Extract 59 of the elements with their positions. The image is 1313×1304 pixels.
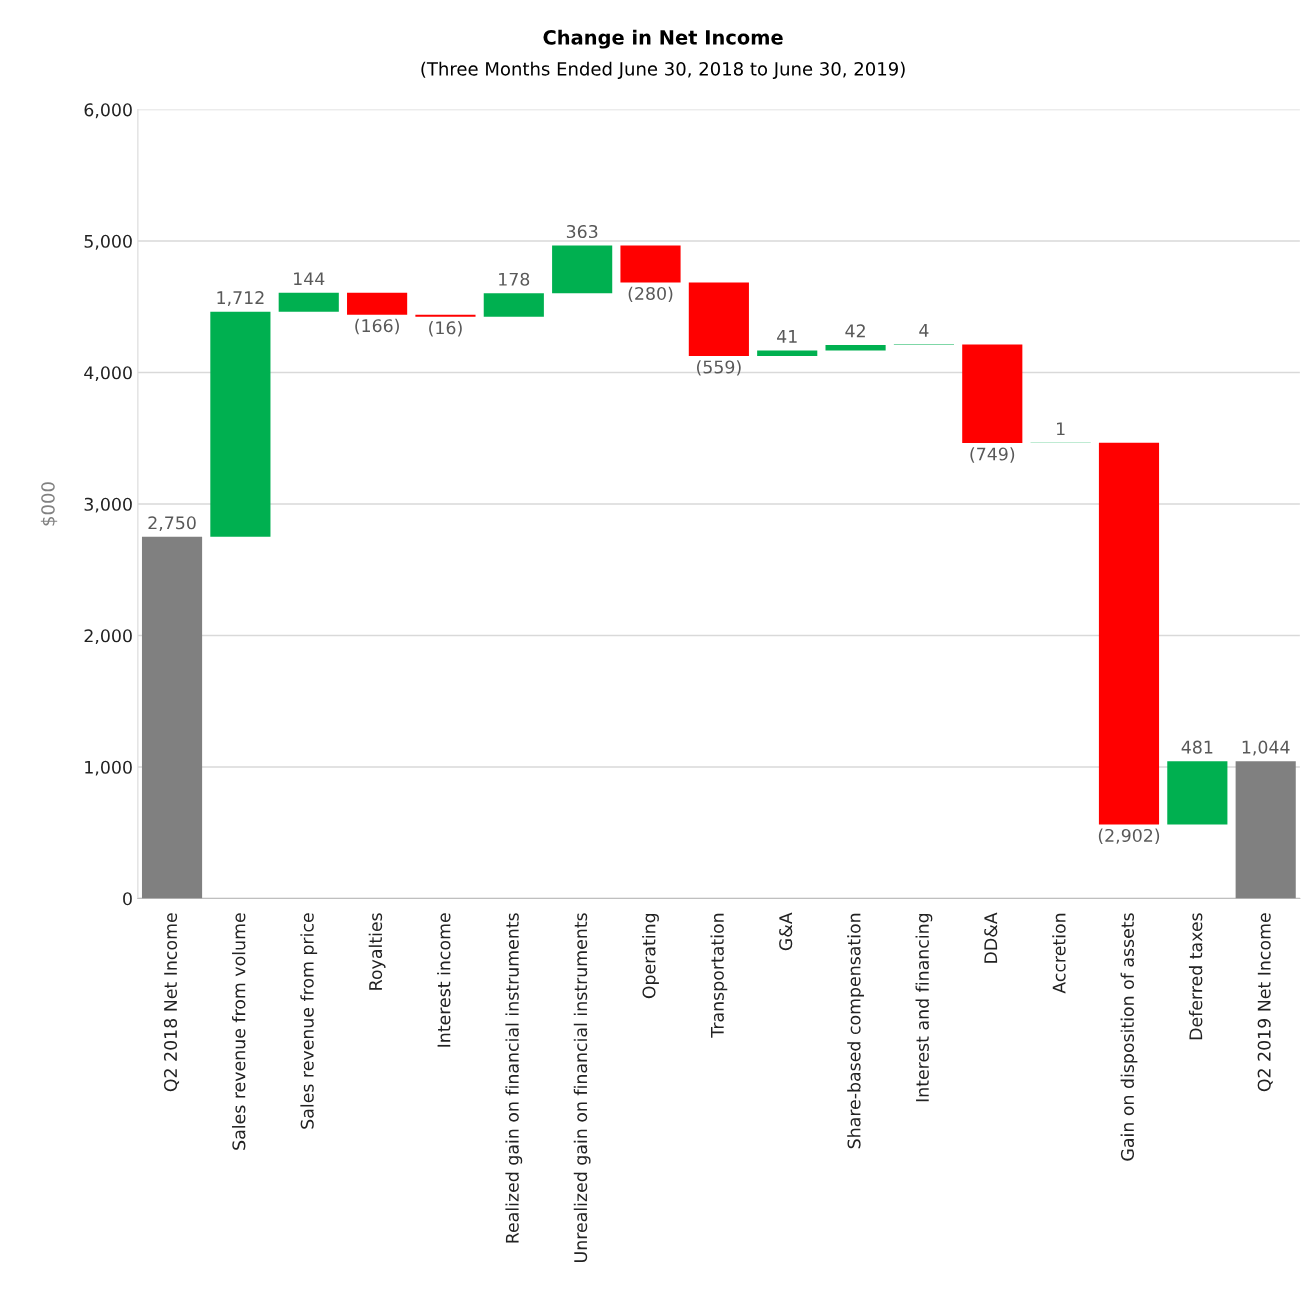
x-tick-label: G&A [779, 912, 793, 951]
data-label: 4 [919, 324, 929, 337]
y-tick-label: 3,000 [84, 497, 132, 513]
bar [347, 292, 408, 315]
bar [1167, 761, 1228, 825]
x-tick-label: Q2 2018 Net Income [163, 913, 180, 1092]
data-label: 2,750 [148, 516, 196, 532]
data-label: 42 [845, 324, 865, 338]
bar [688, 282, 749, 356]
x-tick-label: Operating [642, 913, 659, 999]
x-tick-label: Share-based compensation [847, 913, 864, 1149]
x-tick-label: Gain on disposition of assets [1120, 913, 1138, 1161]
y-tick-label: 0 [123, 892, 132, 906]
chart-title: Change in Net Income [543, 29, 783, 49]
x-tick-label: Royalties [368, 913, 386, 990]
data-label: 178 [499, 272, 530, 286]
data-label: (749) [970, 447, 1015, 463]
bar [141, 536, 203, 899]
x-tick-label: Sales revenue from volume [231, 913, 246, 1150]
y-axis-title: $000 [40, 482, 58, 526]
data-label: (559) [697, 360, 741, 376]
data-label: (16) [429, 320, 462, 337]
data-label: 144 [294, 272, 325, 286]
data-label: 1 [1057, 422, 1065, 436]
bar [1235, 761, 1296, 899]
data-label: (2,902) [1098, 828, 1160, 845]
x-tick-label: Realized gain on financial instruments [505, 913, 523, 1243]
y-tick-label: 2,000 [84, 629, 132, 645]
x-tick-label: Interest income [437, 913, 451, 1047]
bar [210, 311, 271, 537]
x-tick-label: DD&A [984, 912, 998, 963]
x-tick-label: Interest and financing [915, 913, 933, 1102]
data-label: 1,712 [217, 291, 264, 306]
data-label: 363 [566, 224, 598, 239]
y-tick-label: 6,000 [84, 103, 132, 119]
bar [278, 292, 339, 312]
data-label: 41 [777, 330, 797, 343]
x-tick-label: Sales revenue from price [300, 913, 318, 1129]
data-label: 1,044 [1242, 740, 1290, 756]
y-tick-label: 5,000 [84, 234, 132, 250]
data-label: (280) [628, 286, 673, 303]
chart-subtitle: (Three Months Ended June 30, 2018 to June 30, 2019) [421, 61, 905, 80]
bar [552, 245, 613, 294]
y-tick-label: 1,000 [85, 760, 132, 776]
bar [825, 345, 886, 351]
bar [483, 293, 544, 317]
x-tick-label: Transportation [710, 913, 728, 1038]
y-tick-label: 4,000 [84, 366, 132, 382]
data-label: 481 [1181, 740, 1213, 754]
bar [1098, 442, 1160, 825]
bar [757, 350, 818, 356]
x-tick-label: Accretion [1052, 913, 1066, 994]
data-label: (166) [355, 318, 399, 335]
bar [962, 344, 1023, 443]
x-tick-label: Unrealized gain on financial instruments [573, 913, 591, 1262]
x-tick-label: Q2 2019 Net Income [1257, 913, 1273, 1092]
bar [415, 314, 476, 317]
x-tick-label: Deferred taxes [1188, 913, 1203, 1040]
bar [620, 245, 681, 283]
